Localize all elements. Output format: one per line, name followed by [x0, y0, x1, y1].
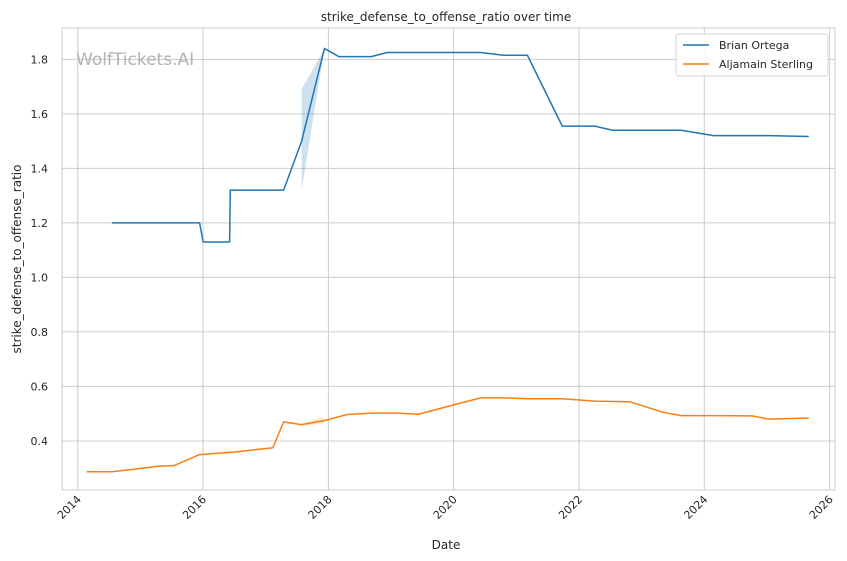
y-axis-ticks: 0.4 0.6 0.8 1.0 1.2 1.4 1.6 1.8 [31, 53, 49, 448]
series-lines [86, 47, 809, 473]
y-tick-label: 1.8 [31, 53, 49, 66]
legend: Brian Ortega Aljamain Sterling [675, 33, 829, 77]
x-tick-label: 2016 [180, 493, 209, 522]
x-tick-label: 2024 [681, 493, 710, 522]
y-tick-label: 0.4 [31, 435, 49, 448]
series-line-brian-ortega [111, 47, 809, 243]
legend-label-aljamain-sterling: Aljamain Sterling [719, 58, 813, 71]
y-tick-label: 0.8 [31, 326, 49, 339]
y-tick-label: 1.4 [31, 162, 49, 175]
confidence-band-brian-ortega [301, 48, 325, 191]
y-tick-label: 0.6 [31, 380, 49, 393]
plot-frame [61, 27, 836, 491]
x-tick-label: 2014 [55, 493, 84, 522]
watermark: WolfTickets.AI [76, 50, 194, 70]
series-line-aljamain-sterling [86, 397, 809, 473]
x-tick-label: 2022 [556, 493, 585, 522]
plot-area [62, 28, 835, 490]
legend-box [675, 33, 829, 77]
x-axis-title: Date [432, 538, 461, 552]
y-tick-label: 1.2 [31, 217, 49, 230]
x-axis-ticks: 2014 2016 2018 2020 2022 2024 2026 [55, 493, 836, 522]
legend-label-brian-ortega: Brian Ortega [719, 39, 789, 52]
x-tick-label: 2018 [306, 493, 335, 522]
x-tick-label: 2026 [807, 493, 836, 522]
chart-title: strike_defense_to_offense_ratio over tim… [321, 10, 571, 24]
y-tick-label: 1.0 [31, 271, 49, 284]
y-tick-label: 1.6 [31, 108, 49, 121]
y-axis-title: strike_defense_to_offense_ratio [10, 165, 24, 354]
x-tick-label: 2020 [431, 493, 460, 522]
